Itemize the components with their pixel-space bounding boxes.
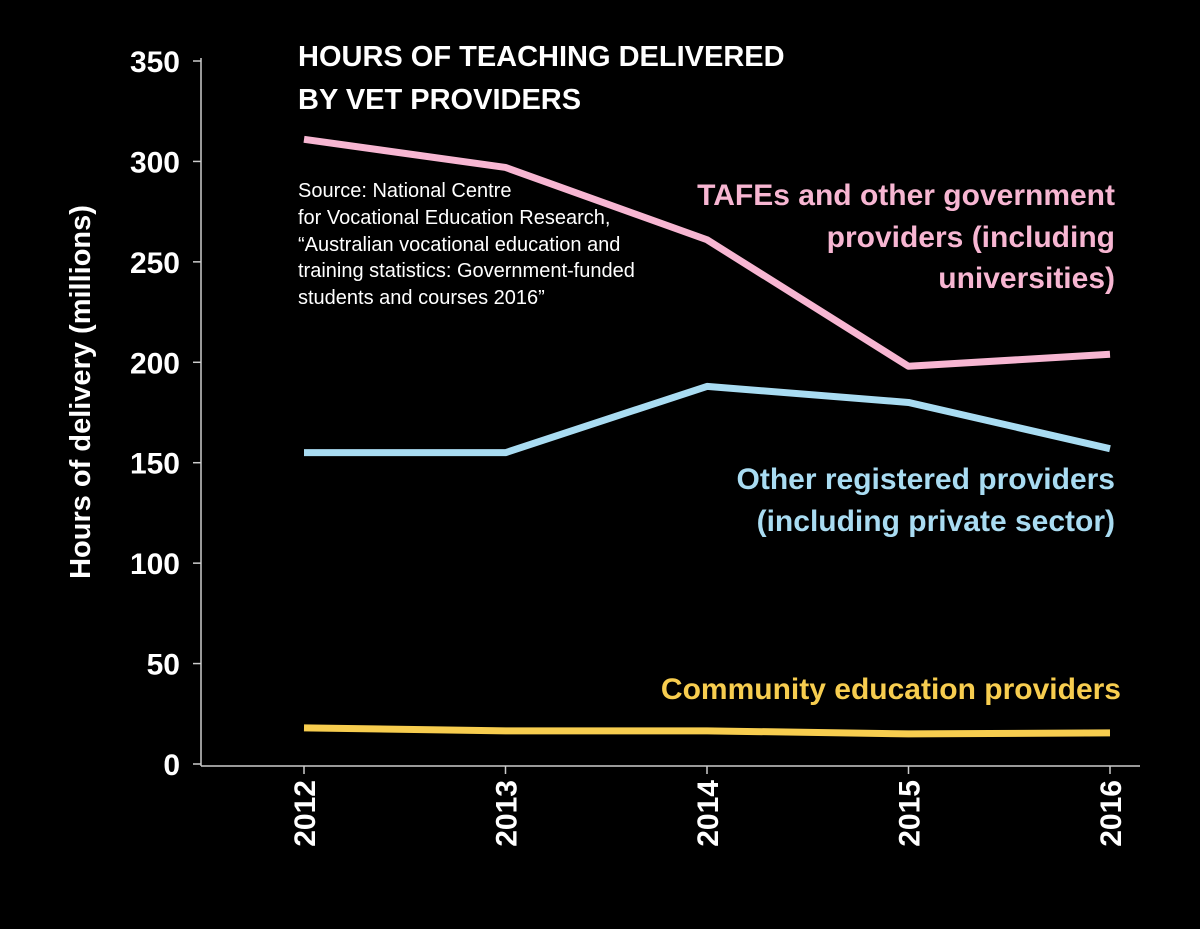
source-line-2: for Vocational Education Research, <box>298 207 610 229</box>
source-note: Source: National Centre for Vocational E… <box>298 180 635 309</box>
chart-title: HOURS OF TEACHING DELIVERED BY VET PROVI… <box>298 41 785 116</box>
x-tick-label: 2016 <box>1095 780 1128 847</box>
series-label-other: Other registered providers (including pr… <box>737 463 1115 538</box>
series-label-tafe: TAFEs and other government providers (in… <box>697 179 1115 295</box>
y-tick-label: 350 <box>130 46 180 79</box>
chart-title-line-1: HOURS OF TEACHING DELIVERED <box>298 41 785 73</box>
source-line-5: students and courses 2016” <box>298 287 545 309</box>
source-line-3: “Australian vocational education and <box>298 234 620 256</box>
series-line-other-registered <box>304 382 1111 457</box>
source-line-1: Source: National Centre <box>298 180 511 202</box>
y-axis-title: Hours of delivery (millions) <box>65 205 97 579</box>
series-label-other-line-1: Other registered providers <box>737 463 1115 496</box>
y-tick-label: 100 <box>130 548 180 581</box>
y-axis-ticks: 0 50 100 150 200 250 300 350 <box>130 46 201 782</box>
y-tick-label: 300 <box>130 146 180 179</box>
series-line-community <box>303 724 1111 738</box>
series-label-tafe-line-2: providers (including <box>827 221 1115 254</box>
y-tick-label: 150 <box>130 448 180 481</box>
x-tick-label: 2015 <box>894 780 927 847</box>
y-tick-label: 250 <box>130 247 180 280</box>
y-tick-label: 0 <box>163 749 180 782</box>
x-tick-label: 2013 <box>491 780 524 847</box>
series-label-community: Community education providers <box>661 673 1121 706</box>
x-tick-label: 2014 <box>692 780 725 847</box>
series-label-tafe-line-3: universities) <box>938 262 1115 295</box>
x-tick-label: 2012 <box>289 780 322 847</box>
series-lines <box>303 135 1111 738</box>
y-tick-label: 200 <box>130 347 180 380</box>
x-axis-ticks: 2012 2013 2014 2015 2016 <box>289 766 1128 847</box>
series-label-community-line-1: Community education providers <box>661 673 1121 706</box>
series-line-tafe <box>303 135 1111 370</box>
y-tick-label: 50 <box>147 649 180 682</box>
series-label-other-line-2: (including private sector) <box>757 505 1115 538</box>
source-line-4: training statistics: Government-funded <box>298 260 635 282</box>
series-label-tafe-line-1: TAFEs and other government <box>697 179 1115 212</box>
chart-title-line-2: BY VET PROVIDERS <box>298 84 581 116</box>
